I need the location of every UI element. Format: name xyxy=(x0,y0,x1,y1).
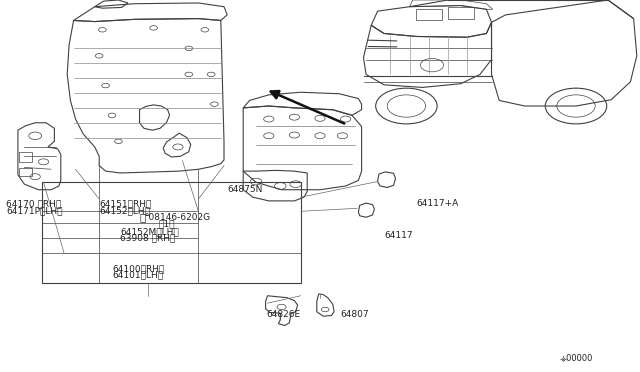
Bar xyxy=(19,168,32,176)
Text: 64807: 64807 xyxy=(340,310,369,318)
Text: 64170 （RH）: 64170 （RH） xyxy=(6,199,61,208)
Bar xyxy=(19,152,32,162)
Bar xyxy=(42,182,301,283)
Text: 63908 （RH）: 63908 （RH） xyxy=(120,234,176,243)
Text: 64100（RH）: 64100（RH） xyxy=(112,264,164,273)
Text: （1）: （1） xyxy=(159,219,175,228)
Bar xyxy=(448,7,474,19)
Text: 64152M（LH）: 64152M（LH） xyxy=(120,227,179,236)
Text: 64152（LH）: 64152（LH） xyxy=(99,206,150,215)
Text: 64117+A: 64117+A xyxy=(416,199,458,208)
Text: 64875N: 64875N xyxy=(227,185,262,194)
Text: ⚶00000: ⚶00000 xyxy=(560,353,593,362)
Text: 64101（LH）: 64101（LH） xyxy=(112,271,163,280)
Text: °08146-6202G: °08146-6202G xyxy=(144,213,210,222)
Bar xyxy=(416,9,442,20)
Text: 64826E: 64826E xyxy=(266,310,300,318)
Text: Ⓑ: Ⓑ xyxy=(140,212,146,222)
Text: 64151（RH）: 64151（RH） xyxy=(99,199,152,208)
Text: 64171P（LH）: 64171P（LH） xyxy=(6,206,63,215)
Text: 64117: 64117 xyxy=(384,231,413,240)
